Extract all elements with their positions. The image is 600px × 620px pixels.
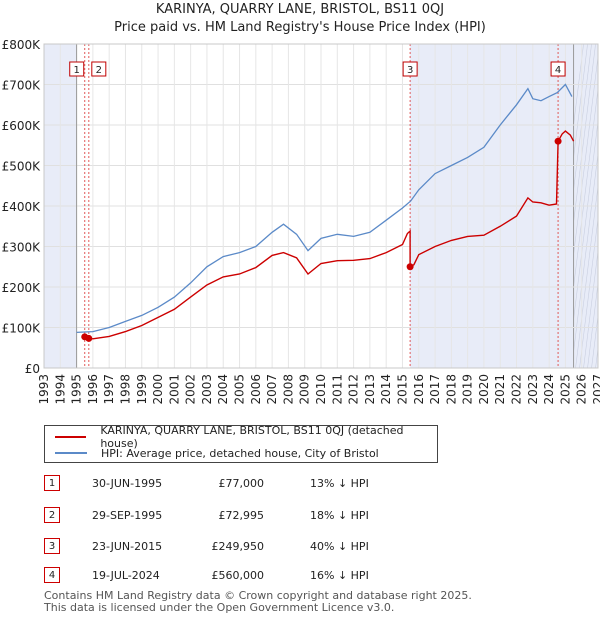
x-tick-label: 1998	[118, 374, 132, 405]
sale-number-badge: 1	[44, 475, 60, 491]
x-tick-label: 1995	[70, 374, 84, 405]
sale-label-number: 3	[407, 65, 413, 76]
sale-price: £72,995	[218, 509, 265, 522]
sale-price: £560,000	[211, 569, 265, 582]
footer-copyright: Contains HM Land Registry data © Crown c…	[44, 589, 472, 602]
x-tick-label: 1996	[86, 374, 100, 405]
x-tick-label: 2026	[575, 374, 589, 405]
sale-number-badge: 3	[44, 538, 60, 554]
sale-label-number: 1	[74, 65, 80, 76]
x-tick-label: 2005	[233, 374, 247, 405]
sale-label-box	[550, 61, 566, 77]
x-tick-label: 2022	[510, 374, 524, 405]
x-tick-label: 2004	[216, 374, 230, 405]
sale-hpi-diff: 16% ↓ HPI	[310, 569, 369, 582]
x-tick-label: 2009	[298, 374, 312, 405]
sale-label-box	[91, 61, 107, 77]
x-tick-label: 2007	[265, 374, 279, 405]
plot-frame	[43, 43, 599, 369]
x-tick-label: 1993	[37, 374, 51, 405]
y-tick-label: £600K	[2, 119, 42, 133]
sale-date: 30-JUN-1995	[92, 477, 163, 490]
sale-date: 19-JUL-2024	[92, 569, 160, 582]
x-tick-label: 2020	[477, 374, 491, 405]
sale-row: 4 19-JUL-2024 £560,000 16% ↓ HPI	[44, 567, 464, 585]
sale-date: 23-JUN-2015	[92, 540, 163, 553]
sale-hpi-diff: 18% ↓ HPI	[310, 509, 369, 522]
x-tick-label: 2017	[428, 374, 442, 405]
x-tick-label: 2025	[558, 374, 572, 405]
x-tick-label: 2010	[314, 374, 328, 405]
x-tick-label: 1994	[53, 374, 67, 405]
x-tick-label: 2002	[184, 374, 198, 405]
sale-price: £249,950	[211, 540, 265, 553]
sale-hpi-diff: 13% ↓ HPI	[310, 477, 369, 490]
x-tick-label: 1997	[102, 374, 116, 405]
y-tick-label: £500K	[2, 160, 42, 174]
sale-label-number: 4	[555, 65, 561, 76]
x-tick-label: 2016	[412, 374, 426, 405]
sale-label-number: 2	[96, 65, 102, 76]
right-mask	[598, 0, 600, 420]
y-tick-label: £200K	[2, 281, 42, 295]
x-tick-label: 2001	[167, 374, 181, 405]
property-series-line	[88, 229, 411, 340]
property-series-line	[409, 141, 559, 268]
sale-point	[554, 137, 562, 145]
x-tick-label: 2013	[363, 374, 377, 405]
hatch-line	[587, 264, 600, 369]
sale-number-badge: 4	[44, 567, 60, 583]
y-tick-label: £400K	[2, 200, 42, 214]
x-tick-label: 2015	[395, 374, 409, 405]
sale-label-box	[69, 61, 85, 77]
footer-license: This data is licensed under the Open Gov…	[44, 601, 395, 614]
hpi-series-line	[76, 83, 573, 334]
sale-hpi-diff: 40% ↓ HPI	[310, 540, 369, 553]
y-tick-label: £700K	[2, 79, 42, 93]
x-tick-label: 2003	[200, 374, 214, 405]
y-tick-label: £100K	[2, 322, 42, 336]
legend: KARINYA, QUARRY LANE, BRISTOL, BS11 0QJ …	[44, 424, 438, 463]
y-tick-label: £0	[25, 362, 40, 376]
legend-label-hpi: HPI: Average price, detached house, City…	[101, 446, 379, 460]
x-tick-label: 2024	[542, 374, 556, 405]
x-tick-label: 2008	[281, 374, 295, 405]
legend-item-hpi: HPI: Average price, detached house, City…	[55, 446, 379, 460]
x-tick-label: 2011	[330, 374, 344, 405]
hatch-line	[583, 232, 600, 369]
y-tick-label: £800K	[2, 38, 42, 52]
property-series-line	[557, 130, 575, 142]
x-tick-label: 1999	[135, 374, 149, 405]
sale-label-box	[402, 61, 418, 77]
x-tick-label: 2014	[379, 374, 393, 405]
y-tick-label: £300K	[2, 241, 42, 255]
sale-row: 3 23-JUN-2015 £249,950 40% ↓ HPI	[44, 538, 464, 556]
sale-date: 29-SEP-1995	[92, 509, 163, 522]
x-tick-label: 2012	[347, 374, 361, 405]
x-tick-label: 2018	[444, 374, 458, 405]
chart-subtitle: Price paid vs. HM Land Registry's House …	[114, 20, 486, 35]
x-tick-label: 2019	[461, 374, 475, 405]
price-chart: 1 2 3 4 £0 £100K £200K £300K £400K £500K £600K £700…	[1, 0, 600, 420]
chart-title: KARINYA, QUARRY LANE, BRISTOL, BS11 0QJ	[155, 2, 445, 17]
sale-point	[85, 334, 93, 342]
legend-label-property: KARINYA, QUARRY LANE, BRISTOL, BS11 0QJ …	[100, 424, 404, 450]
legend-swatch-red	[55, 436, 87, 438]
sale-row: 1 30-JUN-1995 £77,000 13% ↓ HPI	[44, 475, 464, 493]
x-tick-label: 2006	[249, 374, 263, 405]
x-tick-label: 2023	[526, 374, 540, 405]
sale-point	[406, 263, 414, 271]
sale-row: 2 29-SEP-1995 £72,995 18% ↓ HPI	[44, 507, 464, 525]
x-tick-label: 2000	[151, 374, 165, 405]
sale-number-badge: 2	[44, 507, 60, 523]
x-tick-label: 2027	[591, 374, 600, 405]
legend-swatch-blue	[55, 452, 87, 454]
sale-price: £77,000	[218, 477, 265, 490]
x-tick-label: 2021	[493, 374, 507, 405]
legend-item-property: KARINYA, QUARRY LANE, BRISTOL, BS11 0QJ …	[55, 424, 437, 450]
